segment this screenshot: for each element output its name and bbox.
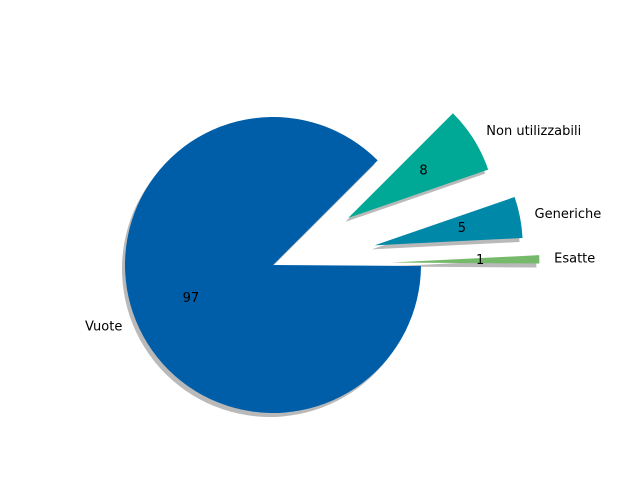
- slice-esatte: [391, 255, 540, 264]
- slice-label-esatte: Esatte: [554, 252, 595, 267]
- slice-value-non-utilizzabili: 8: [419, 163, 427, 178]
- slice-label-non-utilizzabili: Non utilizzabili: [486, 124, 581, 139]
- slice-value-esatte: 1: [476, 253, 484, 268]
- slice-label-generiche: Generiche: [535, 207, 602, 222]
- slice-wedges: [125, 113, 540, 414]
- slice-generiche: [374, 197, 523, 246]
- slice-value-generiche: 5: [458, 221, 466, 236]
- slice-labels: Vuote 97 Esatte 1 Generiche 5 Non utilizzabili…: [85, 124, 601, 334]
- slice-value-vuote: 97: [183, 291, 200, 306]
- slice-label-vuote: Vuote: [85, 319, 122, 334]
- slice-vuote: [125, 117, 421, 414]
- slice-non-utilizzabili: [348, 113, 489, 218]
